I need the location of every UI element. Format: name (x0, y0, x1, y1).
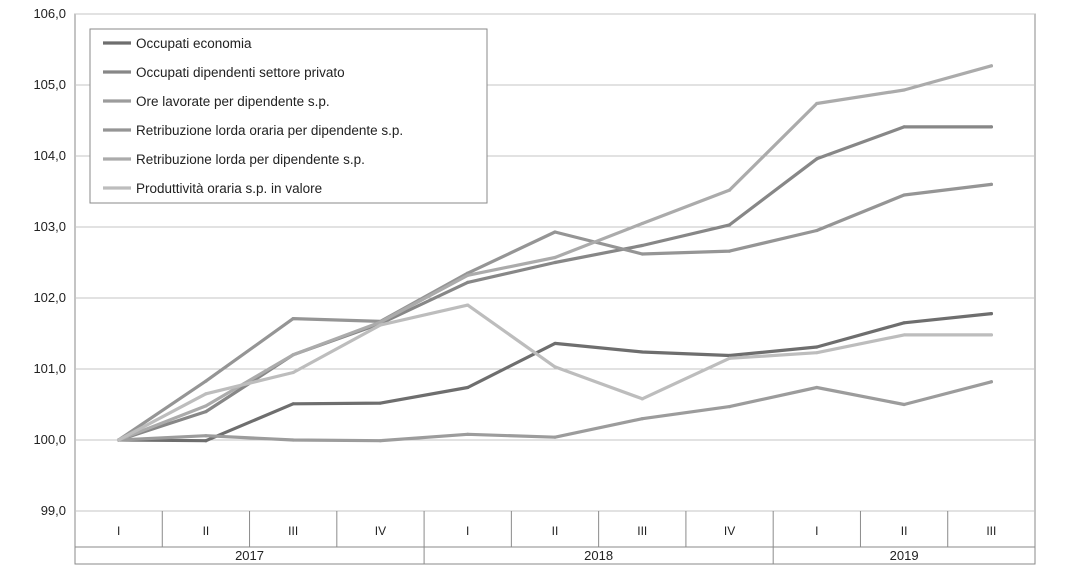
data-point (378, 320, 383, 324)
data-point (466, 385, 470, 390)
data-point (291, 370, 295, 375)
data-point (989, 64, 993, 68)
x-tick-label: I (815, 524, 818, 538)
data-point (640, 252, 644, 256)
y-tick-label: 103,0 (33, 219, 66, 234)
y-tick-label: 106,0 (33, 6, 66, 21)
y-tick-label: 104,0 (33, 148, 66, 163)
data-point (727, 249, 732, 253)
x-tick-label: III (288, 524, 298, 538)
series-line (116, 312, 994, 443)
data-point (727, 356, 732, 360)
data-point (640, 350, 644, 354)
data-point (553, 255, 557, 260)
data-point (378, 439, 383, 443)
data-point (466, 273, 470, 277)
data-point (640, 243, 644, 248)
series-lines (116, 64, 994, 443)
data-point (466, 280, 470, 284)
x-tick-label: I (117, 524, 120, 538)
y-tick-label: 100,0 (33, 432, 66, 447)
legend-entry: Produttività oraria s.p. in valore (136, 181, 322, 196)
data-point (378, 401, 383, 405)
data-point (553, 260, 557, 265)
data-point (204, 379, 208, 383)
data-point (466, 303, 470, 307)
data-point (727, 223, 732, 227)
x-tick-label: III (986, 524, 996, 538)
data-point (902, 125, 906, 129)
data-point (640, 397, 644, 401)
data-point (553, 230, 557, 234)
y-tick-label: 101,0 (33, 361, 66, 376)
data-point (902, 333, 906, 337)
data-point (815, 228, 819, 233)
y-tick-label: 102,0 (33, 290, 66, 305)
y-tick-label: 105,0 (33, 77, 66, 92)
year-label: 2019 (890, 548, 919, 563)
data-point (815, 345, 819, 349)
data-point (291, 402, 295, 406)
data-point (815, 101, 819, 106)
year-label: 2018 (584, 548, 613, 563)
data-point (989, 125, 993, 129)
data-point (204, 434, 208, 438)
data-point (902, 193, 906, 197)
data-point (989, 380, 993, 384)
data-point (815, 351, 819, 355)
data-point (727, 188, 732, 192)
data-point (553, 365, 557, 369)
data-point (902, 321, 906, 325)
series-line (116, 182, 994, 442)
data-point (204, 404, 208, 408)
x-tick-label: IV (724, 524, 735, 538)
legend-box (89, 28, 488, 204)
series-line (116, 380, 994, 443)
data-point (291, 438, 295, 442)
legend: Occupati economia Occupati dipendenti set… (89, 28, 488, 204)
data-point (989, 312, 993, 316)
x-tick-label: I (466, 524, 469, 538)
x-tick-label: II (203, 524, 210, 538)
year-label: 2017 (235, 548, 264, 563)
legend-entry: Retribuzione lorda per dipendente s.p. (136, 152, 365, 167)
data-point (815, 157, 819, 161)
data-point (291, 316, 295, 321)
data-point (204, 410, 208, 414)
data-point (204, 392, 208, 396)
legend-entry: Occupati dipendenti settore privato (136, 65, 345, 80)
legend-entry: Occupati economia (136, 36, 252, 51)
data-point (553, 341, 557, 346)
data-point (815, 385, 819, 390)
y-axis-ticks: 99,0 100,0 101,0 102,0 103,0 104,0 105,0 106,0 (33, 6, 66, 518)
data-point (640, 417, 644, 421)
legend-entry: Ore lavorate per dipendente s.p. (136, 94, 330, 109)
data-point (989, 182, 993, 186)
x-tick-label: II (901, 524, 908, 538)
y-tick-label: 99,0 (41, 503, 66, 518)
data-point (727, 353, 732, 358)
x-tick-label: IV (375, 524, 386, 538)
series-line (116, 303, 994, 442)
data-point (204, 439, 208, 443)
data-point (727, 405, 732, 409)
data-point (378, 323, 383, 327)
x-tick-label: II (552, 524, 559, 538)
data-point (466, 432, 470, 436)
data-point (291, 353, 295, 357)
x-tick-label: III (637, 524, 647, 538)
data-point (553, 435, 557, 439)
data-point (989, 333, 993, 337)
data-point (902, 88, 906, 92)
legend-entry: Retribuzione lorda oraria per dipendente… (136, 123, 403, 138)
data-point (117, 438, 121, 442)
data-point (640, 221, 644, 226)
gridlines (74, 13, 1036, 565)
data-point (902, 402, 906, 407)
